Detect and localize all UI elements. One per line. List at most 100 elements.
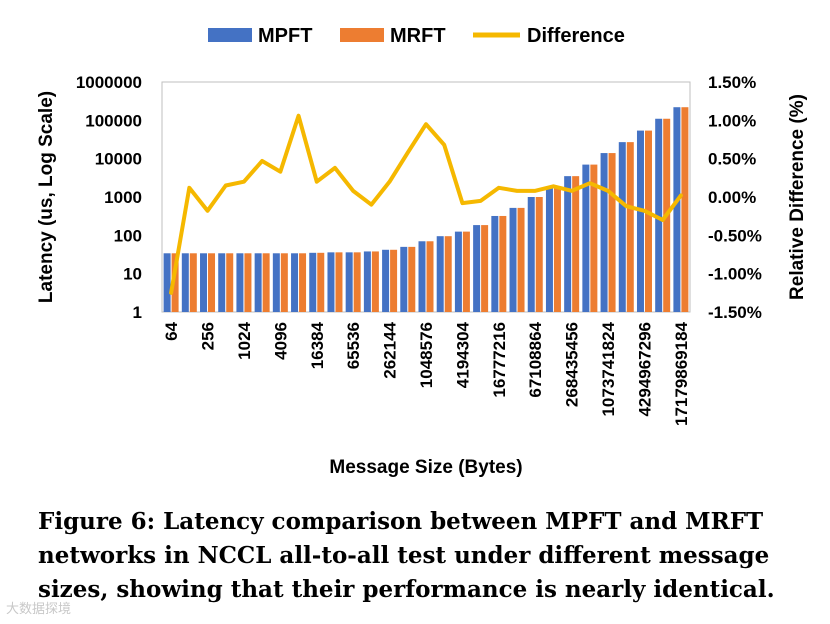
bar-mrft-1024 <box>244 253 252 312</box>
bar-mpft-2147483648 <box>618 142 626 312</box>
bar-mpft-4294967296 <box>636 130 644 312</box>
bar-mpft-131072 <box>363 251 371 312</box>
legend-label-difference: Difference <box>527 25 625 47</box>
y-left-tick-label: 1 <box>133 303 142 322</box>
bar-mpft-8589934592 <box>655 118 663 312</box>
x-tick-label: 16777216 <box>490 322 509 398</box>
y-left-tick-label: 1000 <box>104 188 142 207</box>
bar-mrft-128 <box>189 253 197 312</box>
x-tick-label: 262144 <box>381 321 400 378</box>
bar-mpft-262144 <box>382 249 390 312</box>
bar-mrft-268435456 <box>572 176 580 312</box>
x-tick-label: 4194304 <box>453 321 472 388</box>
x-tick-label: 1024 <box>235 321 254 359</box>
x-tick-label: 1048576 <box>417 322 436 388</box>
bar-mrft-4096 <box>280 253 288 312</box>
bar-mrft-17179869184 <box>681 107 689 313</box>
bar-mpft-256 <box>200 253 208 312</box>
bar-mpft-32768 <box>327 252 335 312</box>
bar-mpft-4096 <box>272 253 280 312</box>
bar-mrft-64 <box>171 253 179 312</box>
bar-mpft-128 <box>181 253 189 312</box>
bar-mrft-8192 <box>299 253 307 312</box>
bar-mpft-16777216 <box>491 215 499 312</box>
bar-mpft-1024 <box>236 253 244 312</box>
bar-mrft-65536 <box>353 252 361 312</box>
y-right-tick-label: 1.50% <box>708 73 756 92</box>
y-right-tick-label: -0.50% <box>708 226 762 245</box>
x-tick-label: 268435456 <box>563 322 582 407</box>
bar-mrft-2147483648 <box>626 142 634 312</box>
bar-mpft-65536 <box>345 252 353 312</box>
bar-mrft-131072 <box>371 251 379 312</box>
x-tick-label: 65536 <box>344 322 363 369</box>
y-left-tick-label: 1000000 <box>76 73 142 92</box>
y-left-tick-label: 100000 <box>85 111 142 130</box>
bar-mpft-2097152 <box>436 236 444 312</box>
y-left-tick-label: 10 <box>123 265 142 284</box>
bar-mpft-512 <box>218 253 226 312</box>
y-axis-right-ticks: -1.50% -1.00% -0.50% 0.00% 0.50% 1.00% 1.50% <box>708 73 762 322</box>
bar-mpft-4194304 <box>454 231 462 312</box>
bar-mrft-2048 <box>262 253 270 312</box>
bar-mpft-1048576 <box>418 241 426 312</box>
bar-mpft-2048 <box>254 253 262 312</box>
y-left-tick-label: 10000 <box>95 150 142 169</box>
x-tick-label: 256 <box>199 322 218 350</box>
x-tick-label: 67108864 <box>526 321 545 397</box>
legend-swatch-mrft <box>340 28 384 42</box>
bar-mrft-16384 <box>317 252 325 312</box>
bar-mrft-512 <box>226 253 234 312</box>
y-right-tick-label: 0.00% <box>708 188 756 207</box>
chart: MPFT MRFT Difference 1 10 100 1000 10000 1000… <box>36 25 808 478</box>
x-tick-label: 4096 <box>271 322 290 360</box>
legend-label-mpft: MPFT <box>258 25 312 47</box>
bar-mrft-1048576 <box>426 241 434 312</box>
figure-caption: Figure 6: Latency comparison between MPF… <box>38 508 775 603</box>
x-tick-label: 17179869184 <box>672 321 691 426</box>
bar-mrft-524288 <box>408 246 416 312</box>
x-tick-label: 1073741824 <box>599 321 618 416</box>
bar-mpft-536870912 <box>582 164 590 312</box>
watermark: 大数据探境 <box>6 602 72 617</box>
y-right-tick-label: 1.00% <box>708 111 756 130</box>
bar-mpft-524288 <box>400 246 408 312</box>
bar-mrft-4194304 <box>462 231 470 312</box>
y-axis-left-title: Latency (us, Log Scale) <box>36 91 57 303</box>
y-axis-right-title: Relative Difference (%) <box>787 94 808 300</box>
bar-mrft-33554432 <box>517 207 525 312</box>
legend-label-mrft: MRFT <box>390 25 446 47</box>
y-right-tick-label: -1.00% <box>708 265 762 284</box>
y-left-tick-label: 100 <box>114 226 142 245</box>
bar-mpft-64 <box>163 253 171 312</box>
y-axis-left-ticks: 1 10 100 1000 10000 100000 1000000 <box>76 73 142 322</box>
y-right-tick-label: 0.50% <box>708 150 756 169</box>
difference-line-group <box>169 113 683 295</box>
bar-mrft-1073741824 <box>608 153 616 312</box>
bar-mrft-262144 <box>390 249 398 312</box>
x-axis-ticks: 64 256 1024 4096 16384 65536 262144 1048576 4194… <box>162 321 691 426</box>
legend: MPFT MRFT Difference <box>208 25 625 47</box>
x-tick-label: 4294967296 <box>635 322 654 417</box>
bar-mpft-67108864 <box>527 197 535 312</box>
bar-mpft-268435456 <box>564 176 572 312</box>
bar-mrft-256 <box>208 253 216 312</box>
plot-area <box>161 81 691 313</box>
bar-mrft-4294967296 <box>644 130 652 312</box>
bar-mrft-536870912 <box>590 164 598 312</box>
x-axis-title: Message Size (Bytes) <box>329 457 522 478</box>
bar-mpft-16384 <box>309 252 317 312</box>
bar-mpft-8192 <box>291 253 299 312</box>
x-tick-label: 16384 <box>308 321 327 369</box>
bar-mrft-16777216 <box>499 215 507 312</box>
bars-group <box>163 107 689 313</box>
bar-mrft-2097152 <box>444 236 452 312</box>
bar-mpft-33554432 <box>509 207 517 312</box>
legend-swatch-mpft <box>208 28 252 42</box>
bar-mpft-1073741824 <box>600 153 608 312</box>
y-right-tick-label: -1.50% <box>708 303 762 322</box>
bar-mrft-32768 <box>335 252 343 312</box>
bar-mpft-8388608 <box>473 225 481 312</box>
bar-mpft-17179869184 <box>673 107 681 313</box>
bar-mrft-67108864 <box>535 197 543 312</box>
